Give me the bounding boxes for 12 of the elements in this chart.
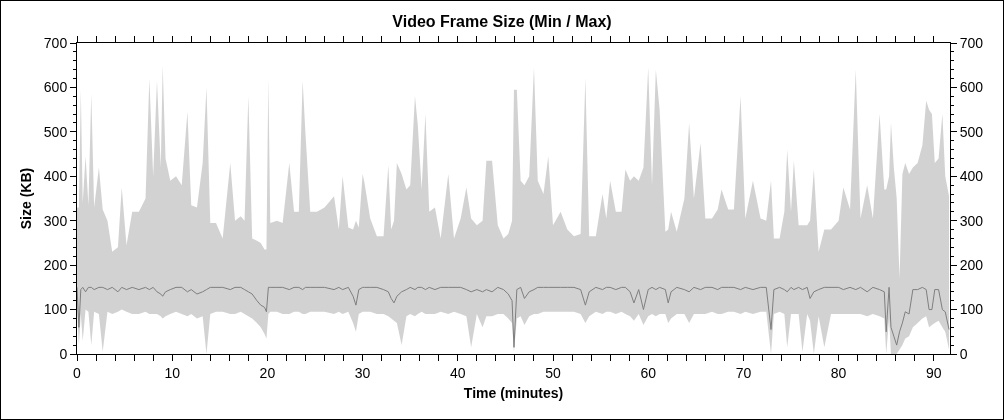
x-tick-label: 90 [926, 364, 942, 381]
y2-tick-label: 500 [959, 123, 984, 140]
y2-tick-label: 200 [959, 257, 984, 274]
x-tick-label: 80 [830, 364, 847, 381]
x-tick-label: 70 [735, 364, 752, 381]
y2-tick-label: 600 [959, 79, 984, 96]
y2-tick-label: 0 [959, 345, 968, 362]
x-tick-label: 60 [640, 364, 657, 381]
y2-tick-label: 400 [959, 168, 984, 185]
y2-tick-label: 700 [959, 34, 984, 51]
y2-tick-label: 300 [959, 212, 984, 229]
y2-tick-label: 100 [959, 301, 984, 318]
